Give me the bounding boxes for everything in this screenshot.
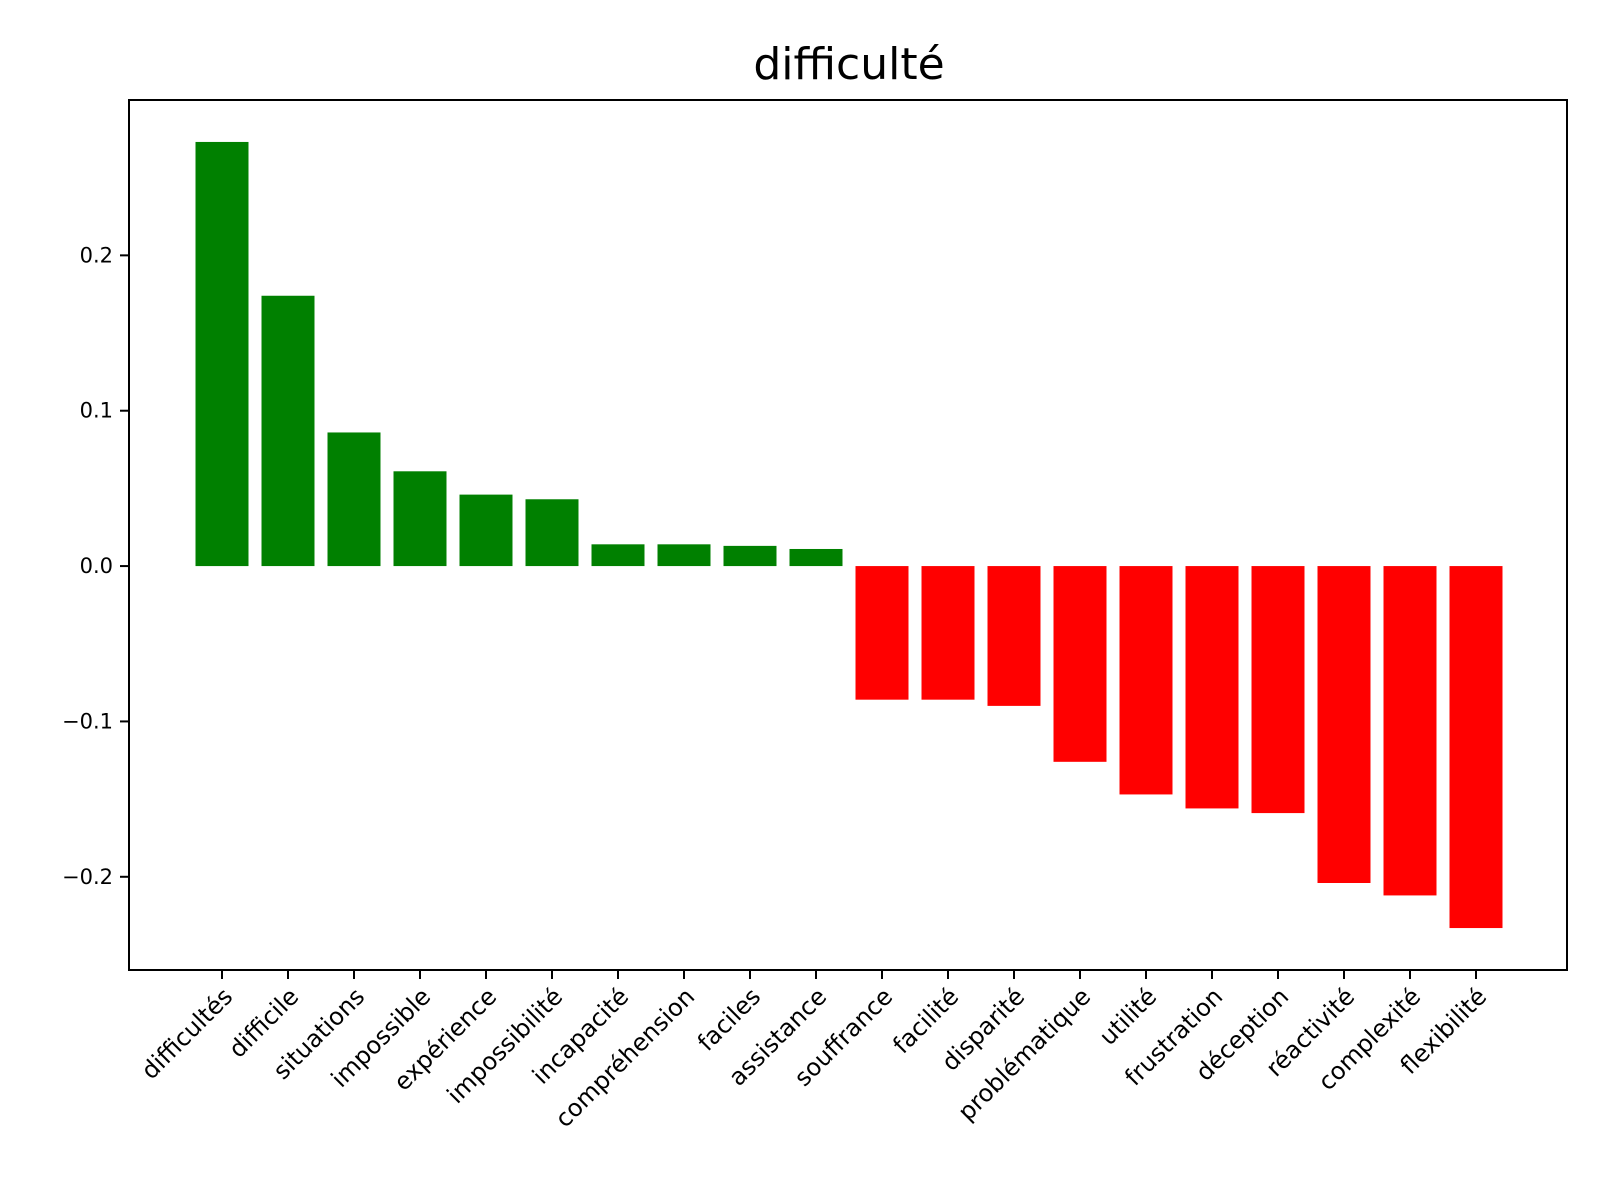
bar-14 <box>1053 566 1107 762</box>
bar-6 <box>525 499 579 567</box>
bar-17 <box>1251 566 1305 814</box>
plot-frame <box>128 99 1568 971</box>
x-tick-label: difficultés <box>136 982 238 1084</box>
bar-10 <box>789 548 843 567</box>
bar-9 <box>723 545 777 567</box>
bar-5 <box>459 494 513 567</box>
y-tick-label: −0.1 <box>62 709 113 733</box>
bar-15 <box>1119 566 1173 795</box>
y-tick-label: 0.1 <box>80 399 113 423</box>
x-tick-label: impossibilité <box>442 982 569 1109</box>
bar-12 <box>921 566 975 700</box>
y-axis: 0.2 0.1 0.0 −0.1 −0.2 <box>62 243 129 889</box>
bar-16 <box>1185 566 1239 809</box>
bars-group <box>195 141 1503 929</box>
bar-1 <box>195 141 249 567</box>
chart-title: difficulté <box>753 39 944 90</box>
bar-3 <box>327 432 381 567</box>
y-tick-label: −0.2 <box>62 865 113 889</box>
y-tick-label: 0.2 <box>80 243 113 267</box>
bar-18 <box>1317 566 1371 883</box>
bar-11 <box>855 566 909 700</box>
bar-13 <box>987 566 1041 706</box>
bar-20 <box>1449 566 1503 929</box>
x-axis: difficultésdifficilesituationsimpossible… <box>136 970 1492 1133</box>
y-tick-label: 0.0 <box>80 554 113 578</box>
bar-7 <box>591 544 645 567</box>
bar-8 <box>657 544 711 567</box>
bar-19 <box>1383 566 1437 896</box>
bar-4 <box>393 471 447 567</box>
bar-2 <box>261 295 315 567</box>
